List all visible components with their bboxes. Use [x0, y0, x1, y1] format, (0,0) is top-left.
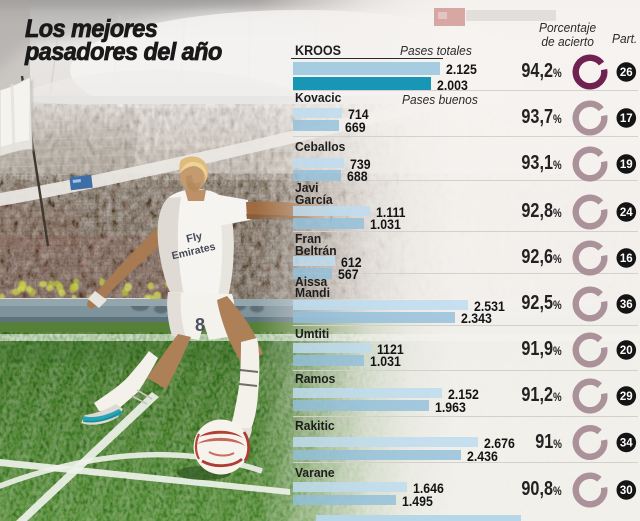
svg-text:26: 26 — [620, 67, 633, 79]
svg-text:16: 16 — [620, 253, 633, 265]
svg-text:36: 36 — [620, 299, 633, 311]
svg-text:29: 29 — [620, 391, 633, 403]
svg-text:20: 20 — [620, 345, 633, 357]
svg-text:24: 24 — [620, 207, 633, 219]
svg-text:30: 30 — [620, 485, 633, 497]
svg-text:17: 17 — [620, 113, 633, 125]
svg-text:19: 19 — [620, 159, 633, 171]
svg-text:34: 34 — [620, 438, 633, 450]
